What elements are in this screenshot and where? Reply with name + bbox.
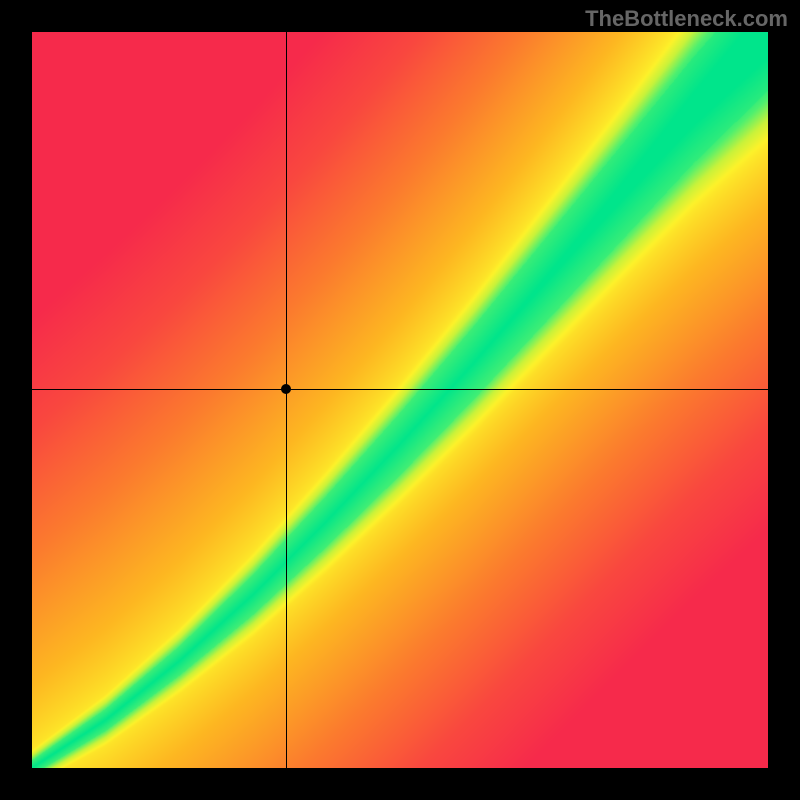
crosshair-dot [281,384,291,394]
crosshair-horizontal-line [32,389,768,390]
heatmap-plot-area [32,32,768,768]
watermark-text: TheBottleneck.com [585,6,788,32]
heatmap-canvas [32,32,768,768]
crosshair-vertical-line [286,32,287,768]
